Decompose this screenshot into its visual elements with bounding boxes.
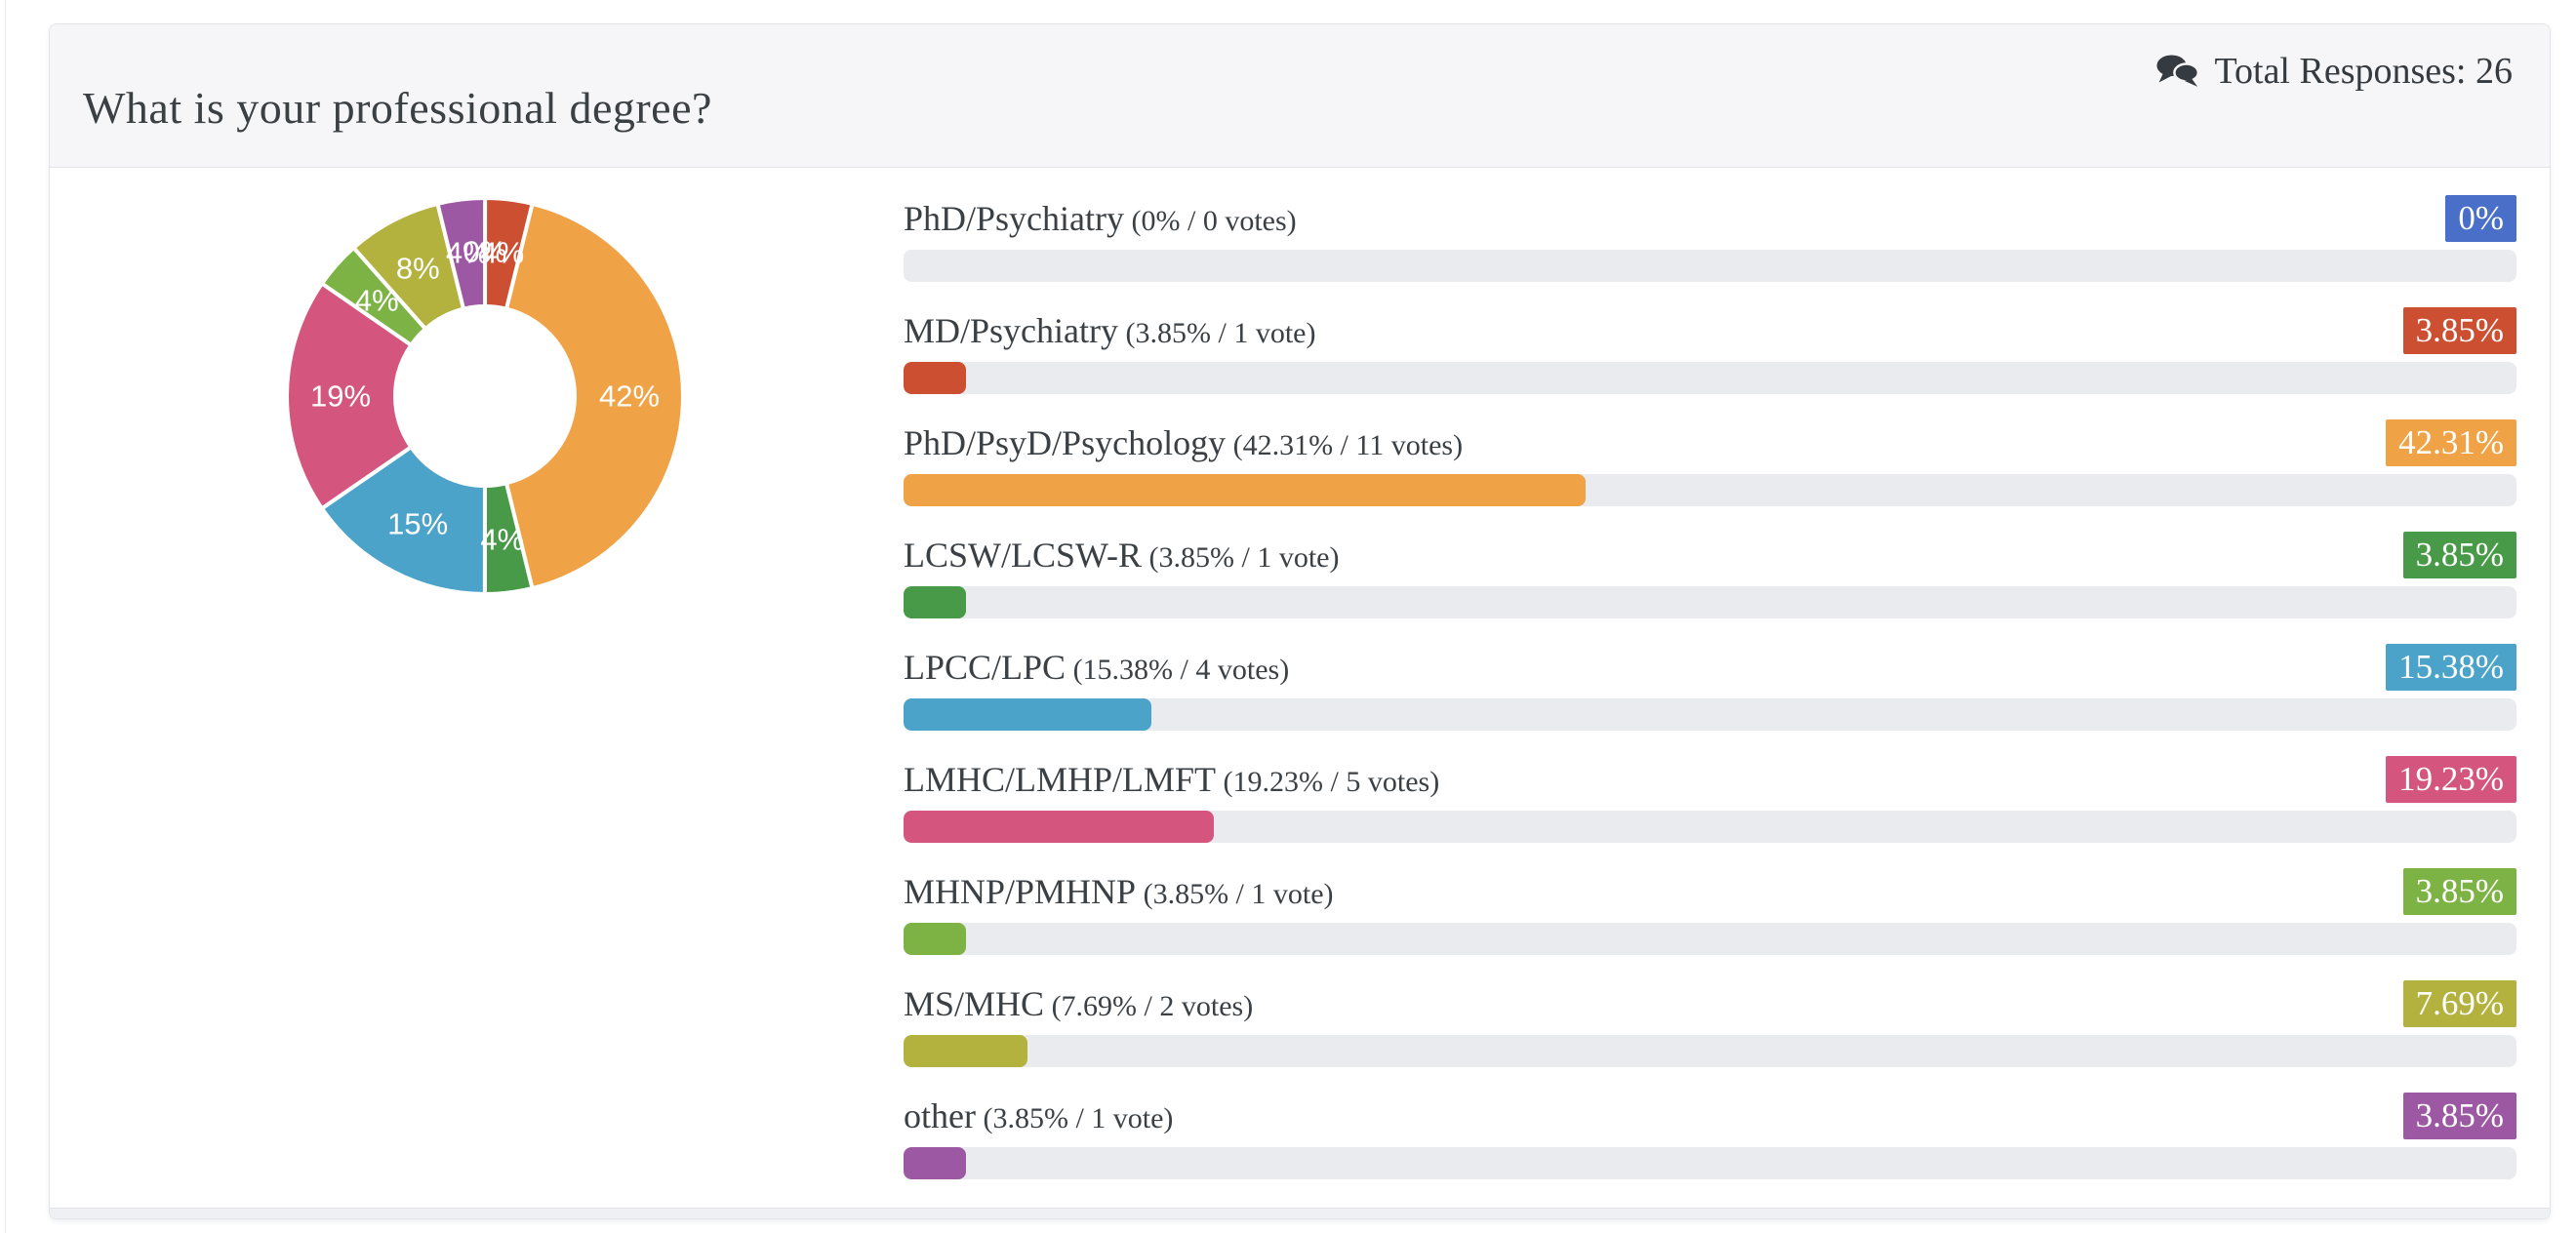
option-bar-fill: [904, 474, 1587, 506]
donut-slice-label: 0%: [463, 235, 507, 269]
donut-slice-4: [319, 445, 487, 596]
option-head: LCSW/LCSW-R (3.85% / 1 vote) 3.85%: [904, 532, 2516, 581]
option-percent-badge: 7.69%: [2402, 980, 2516, 1027]
option-votes: (7.69% / 2 votes): [1044, 990, 1254, 1022]
option-bar-fill: [904, 586, 966, 618]
poll-option-row: PhD/PsyD/Psychology (42.31% / 11 votes) 4…: [904, 419, 2516, 506]
total-responses-text: Total Responses: 26: [2214, 51, 2513, 92]
option-votes: (3.85% / 1 vote): [1136, 878, 1334, 910]
option-bar-track: [904, 362, 2516, 394]
option-label: MS/MHC (7.69% / 2 votes): [904, 980, 1253, 1030]
donut-slice-label: 19%: [310, 378, 371, 413]
option-label: LCSW/LCSW-R (3.85% / 1 vote): [904, 532, 1340, 581]
option-head: other (3.85% / 1 vote) 3.85%: [904, 1093, 2516, 1142]
option-bar-track: [904, 586, 2516, 618]
poll-option-row: LCSW/LCSW-R (3.85% / 1 vote) 3.85%: [904, 532, 2516, 618]
option-votes: (3.85% / 1 vote): [1142, 541, 1340, 574]
donut-slice-label: 4%: [480, 236, 524, 270]
poll-body: 0% 4% 42% 4% 15% 19% 4% 8% 4% PhD/Psychiatry (0%…: [50, 168, 2550, 1210]
option-label: PhD/Psychiatry (0% / 0 votes): [904, 195, 1297, 245]
comments-icon: [2155, 54, 2200, 89]
donut-slice-label: 8%: [396, 251, 440, 285]
page-edge-divider: [5, 0, 6, 1233]
option-label: MD/Psychiatry (3.85% / 1 vote): [904, 307, 1315, 357]
option-label: LMHC/LMHP/LMFT (19.23% / 5 votes): [904, 756, 1439, 806]
option-bar-fill: [904, 811, 1214, 843]
poll-option-row: LMHC/LMHP/LMFT (19.23% / 5 votes) 19.23%: [904, 756, 2516, 843]
poll-option-row: MHNP/PMHNP (3.85% / 1 vote) 3.85%: [904, 868, 2516, 955]
donut-slice-label: 15%: [387, 507, 448, 541]
option-bar-track: [904, 811, 2516, 843]
option-bar-track: [904, 923, 2516, 955]
option-label: MHNP/PMHNP (3.85% / 1 vote): [904, 868, 1334, 918]
option-bar-track: [904, 1035, 2516, 1067]
option-name: MHNP/PMHNP: [904, 872, 1137, 911]
poll-header: What is your professional degree? Total …: [50, 24, 2550, 168]
option-bar-fill: [904, 1147, 966, 1179]
option-bar-track: [904, 698, 2516, 731]
option-head: LMHC/LMHP/LMFT (19.23% / 5 votes) 19.23%: [904, 756, 2516, 806]
donut-slice-label: 4%: [446, 236, 490, 270]
poll-title: What is your professional degree?: [83, 83, 712, 133]
option-label: PhD/PsyD/Psychology (42.31% / 11 votes): [904, 419, 1463, 469]
option-votes: (42.31% / 11 votes): [1226, 429, 1464, 461]
option-percent-badge: 3.85%: [2402, 868, 2516, 915]
poll-option-row: MS/MHC (7.69% / 2 votes) 7.69%: [904, 980, 2516, 1067]
poll-option-row: MD/Psychiatry (3.85% / 1 vote) 3.85%: [904, 307, 2516, 394]
option-name: PhD/Psychiatry: [904, 199, 1125, 238]
donut-slice-label: 42%: [599, 379, 660, 414]
option-bar-fill: [904, 362, 966, 394]
donut-slice-label: 4%: [355, 283, 399, 317]
donut-slice-5: [285, 281, 414, 511]
option-bar-track: [904, 250, 2516, 282]
option-head: MS/MHC (7.69% / 2 votes) 7.69%: [904, 980, 2516, 1030]
option-bar-fill: [904, 1035, 1028, 1067]
option-head: PhD/Psychiatry (0% / 0 votes) 0%: [904, 195, 2516, 245]
option-name: MD/Psychiatry: [904, 311, 1118, 350]
donut-slice-8: [435, 196, 488, 311]
option-bar-track: [904, 1147, 2516, 1179]
option-name: MS/MHC: [904, 984, 1045, 1023]
option-bar-track: [904, 474, 2516, 506]
poll-results-list: PhD/Psychiatry (0% / 0 votes) 0% MD/Psychi…: [904, 195, 2516, 1205]
option-label: LPCC/LPC (15.38% / 4 votes): [904, 644, 1289, 694]
poll-option-row: PhD/Psychiatry (0% / 0 votes) 0%: [904, 195, 2516, 282]
option-percent-badge: 0%: [2445, 195, 2516, 242]
option-name: LCSW/LCSW-R: [904, 536, 1143, 575]
option-head: LPCC/LPC (15.38% / 4 votes) 15.38%: [904, 644, 2516, 694]
poll-option-row: LPCC/LPC (15.38% / 4 votes) 15.38%: [904, 644, 2516, 731]
total-responses: Total Responses: 26: [2155, 50, 2513, 93]
option-percent-badge: 42.31%: [2386, 419, 2516, 466]
option-percent-badge: 3.85%: [2402, 1093, 2516, 1139]
option-votes: (3.85% / 1 vote): [1118, 317, 1316, 349]
card-footer-strip: [50, 1208, 2550, 1218]
option-bar-fill: [904, 698, 1152, 731]
option-percent-badge: 3.85%: [2402, 532, 2516, 578]
option-head: MD/Psychiatry (3.85% / 1 vote) 3.85%: [904, 307, 2516, 357]
option-head: MHNP/PMHNP (3.85% / 1 vote) 3.85%: [904, 868, 2516, 918]
donut-slice-2: [503, 201, 685, 591]
option-votes: (3.85% / 1 vote): [975, 1102, 1174, 1134]
donut-chart: 0% 4% 42% 4% 15% 19% 4% 8% 4%: [280, 191, 690, 601]
option-percent-badge: 15.38%: [2386, 644, 2516, 691]
option-percent-badge: 3.85%: [2402, 307, 2516, 354]
option-votes: (0% / 0 votes): [1124, 205, 1297, 237]
option-label: other (3.85% / 1 vote): [904, 1093, 1173, 1142]
option-votes: (15.38% / 4 votes): [1066, 654, 1290, 686]
option-name: LMHC/LMHP/LMFT: [904, 760, 1217, 799]
option-name: LPCC/LPC: [904, 648, 1067, 687]
option-name: PhD/PsyD/Psychology: [904, 423, 1227, 462]
poll-results-card: What is your professional degree? Total …: [49, 23, 2551, 1219]
option-head: PhD/PsyD/Psychology (42.31% / 11 votes) 4…: [904, 419, 2516, 469]
donut-slice-label: 4%: [480, 522, 524, 556]
option-name: other: [904, 1096, 976, 1135]
option-votes: (19.23% / 5 votes): [1216, 766, 1440, 798]
option-bar-fill: [904, 923, 966, 955]
option-percent-badge: 19.23%: [2386, 756, 2516, 803]
poll-option-row: other (3.85% / 1 vote) 3.85%: [904, 1093, 2516, 1179]
